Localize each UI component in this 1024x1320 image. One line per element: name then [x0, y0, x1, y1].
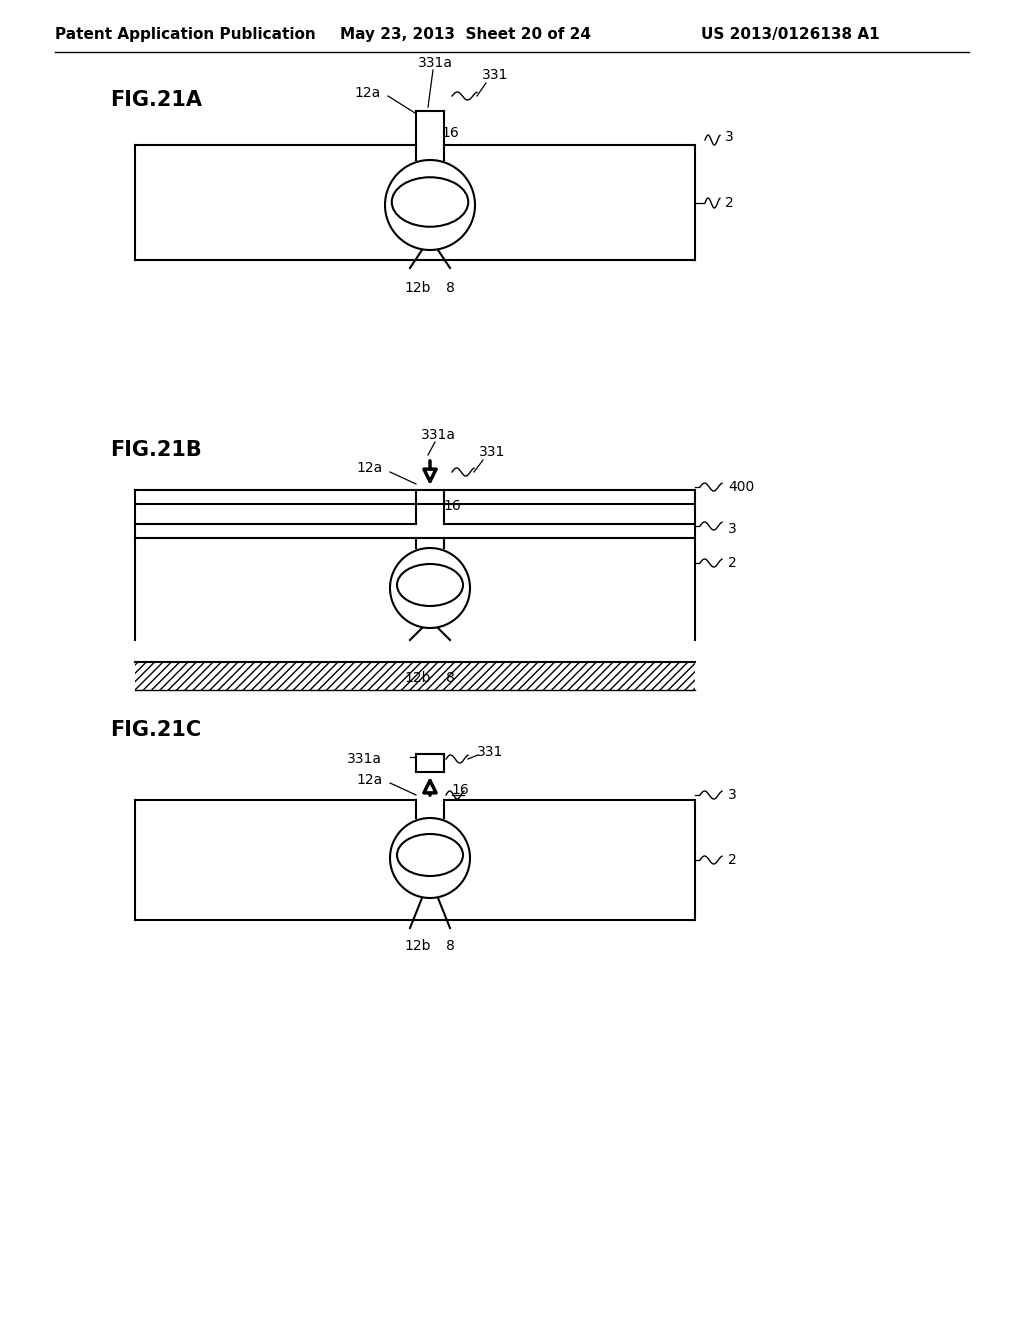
Text: 331a: 331a	[347, 752, 382, 766]
Text: 2: 2	[728, 853, 736, 867]
Text: 8: 8	[445, 281, 455, 294]
Text: FIG.21C: FIG.21C	[110, 719, 201, 741]
Text: 16: 16	[452, 783, 469, 797]
Text: 12b: 12b	[404, 939, 431, 953]
Text: 12b: 12b	[404, 671, 431, 685]
Text: FIG.21B: FIG.21B	[110, 440, 202, 459]
Text: 3: 3	[728, 788, 736, 803]
Text: 2: 2	[725, 195, 734, 210]
Text: 331: 331	[482, 69, 508, 82]
Text: 331: 331	[479, 445, 505, 459]
Text: 12a: 12a	[355, 86, 381, 100]
Text: Patent Application Publication: Patent Application Publication	[54, 28, 315, 42]
Text: 16: 16	[443, 499, 461, 513]
Text: 3: 3	[725, 129, 734, 144]
Text: 12a: 12a	[357, 774, 383, 787]
Text: 3: 3	[728, 521, 736, 536]
Text: 331a: 331a	[421, 428, 456, 442]
Text: US 2013/0126138 A1: US 2013/0126138 A1	[700, 28, 880, 42]
Text: FIG.21A: FIG.21A	[110, 90, 202, 110]
Text: 400: 400	[728, 480, 755, 494]
Text: 16: 16	[441, 125, 459, 140]
Text: May 23, 2013  Sheet 20 of 24: May 23, 2013 Sheet 20 of 24	[340, 28, 591, 42]
Text: 331: 331	[477, 744, 503, 759]
Text: 331a: 331a	[418, 55, 453, 70]
Text: 2: 2	[728, 556, 736, 570]
Text: 12a: 12a	[357, 461, 383, 475]
Text: 8: 8	[445, 939, 455, 953]
Text: 12b: 12b	[404, 281, 431, 294]
Bar	[135, 663, 695, 690]
Text: 8: 8	[445, 671, 455, 685]
